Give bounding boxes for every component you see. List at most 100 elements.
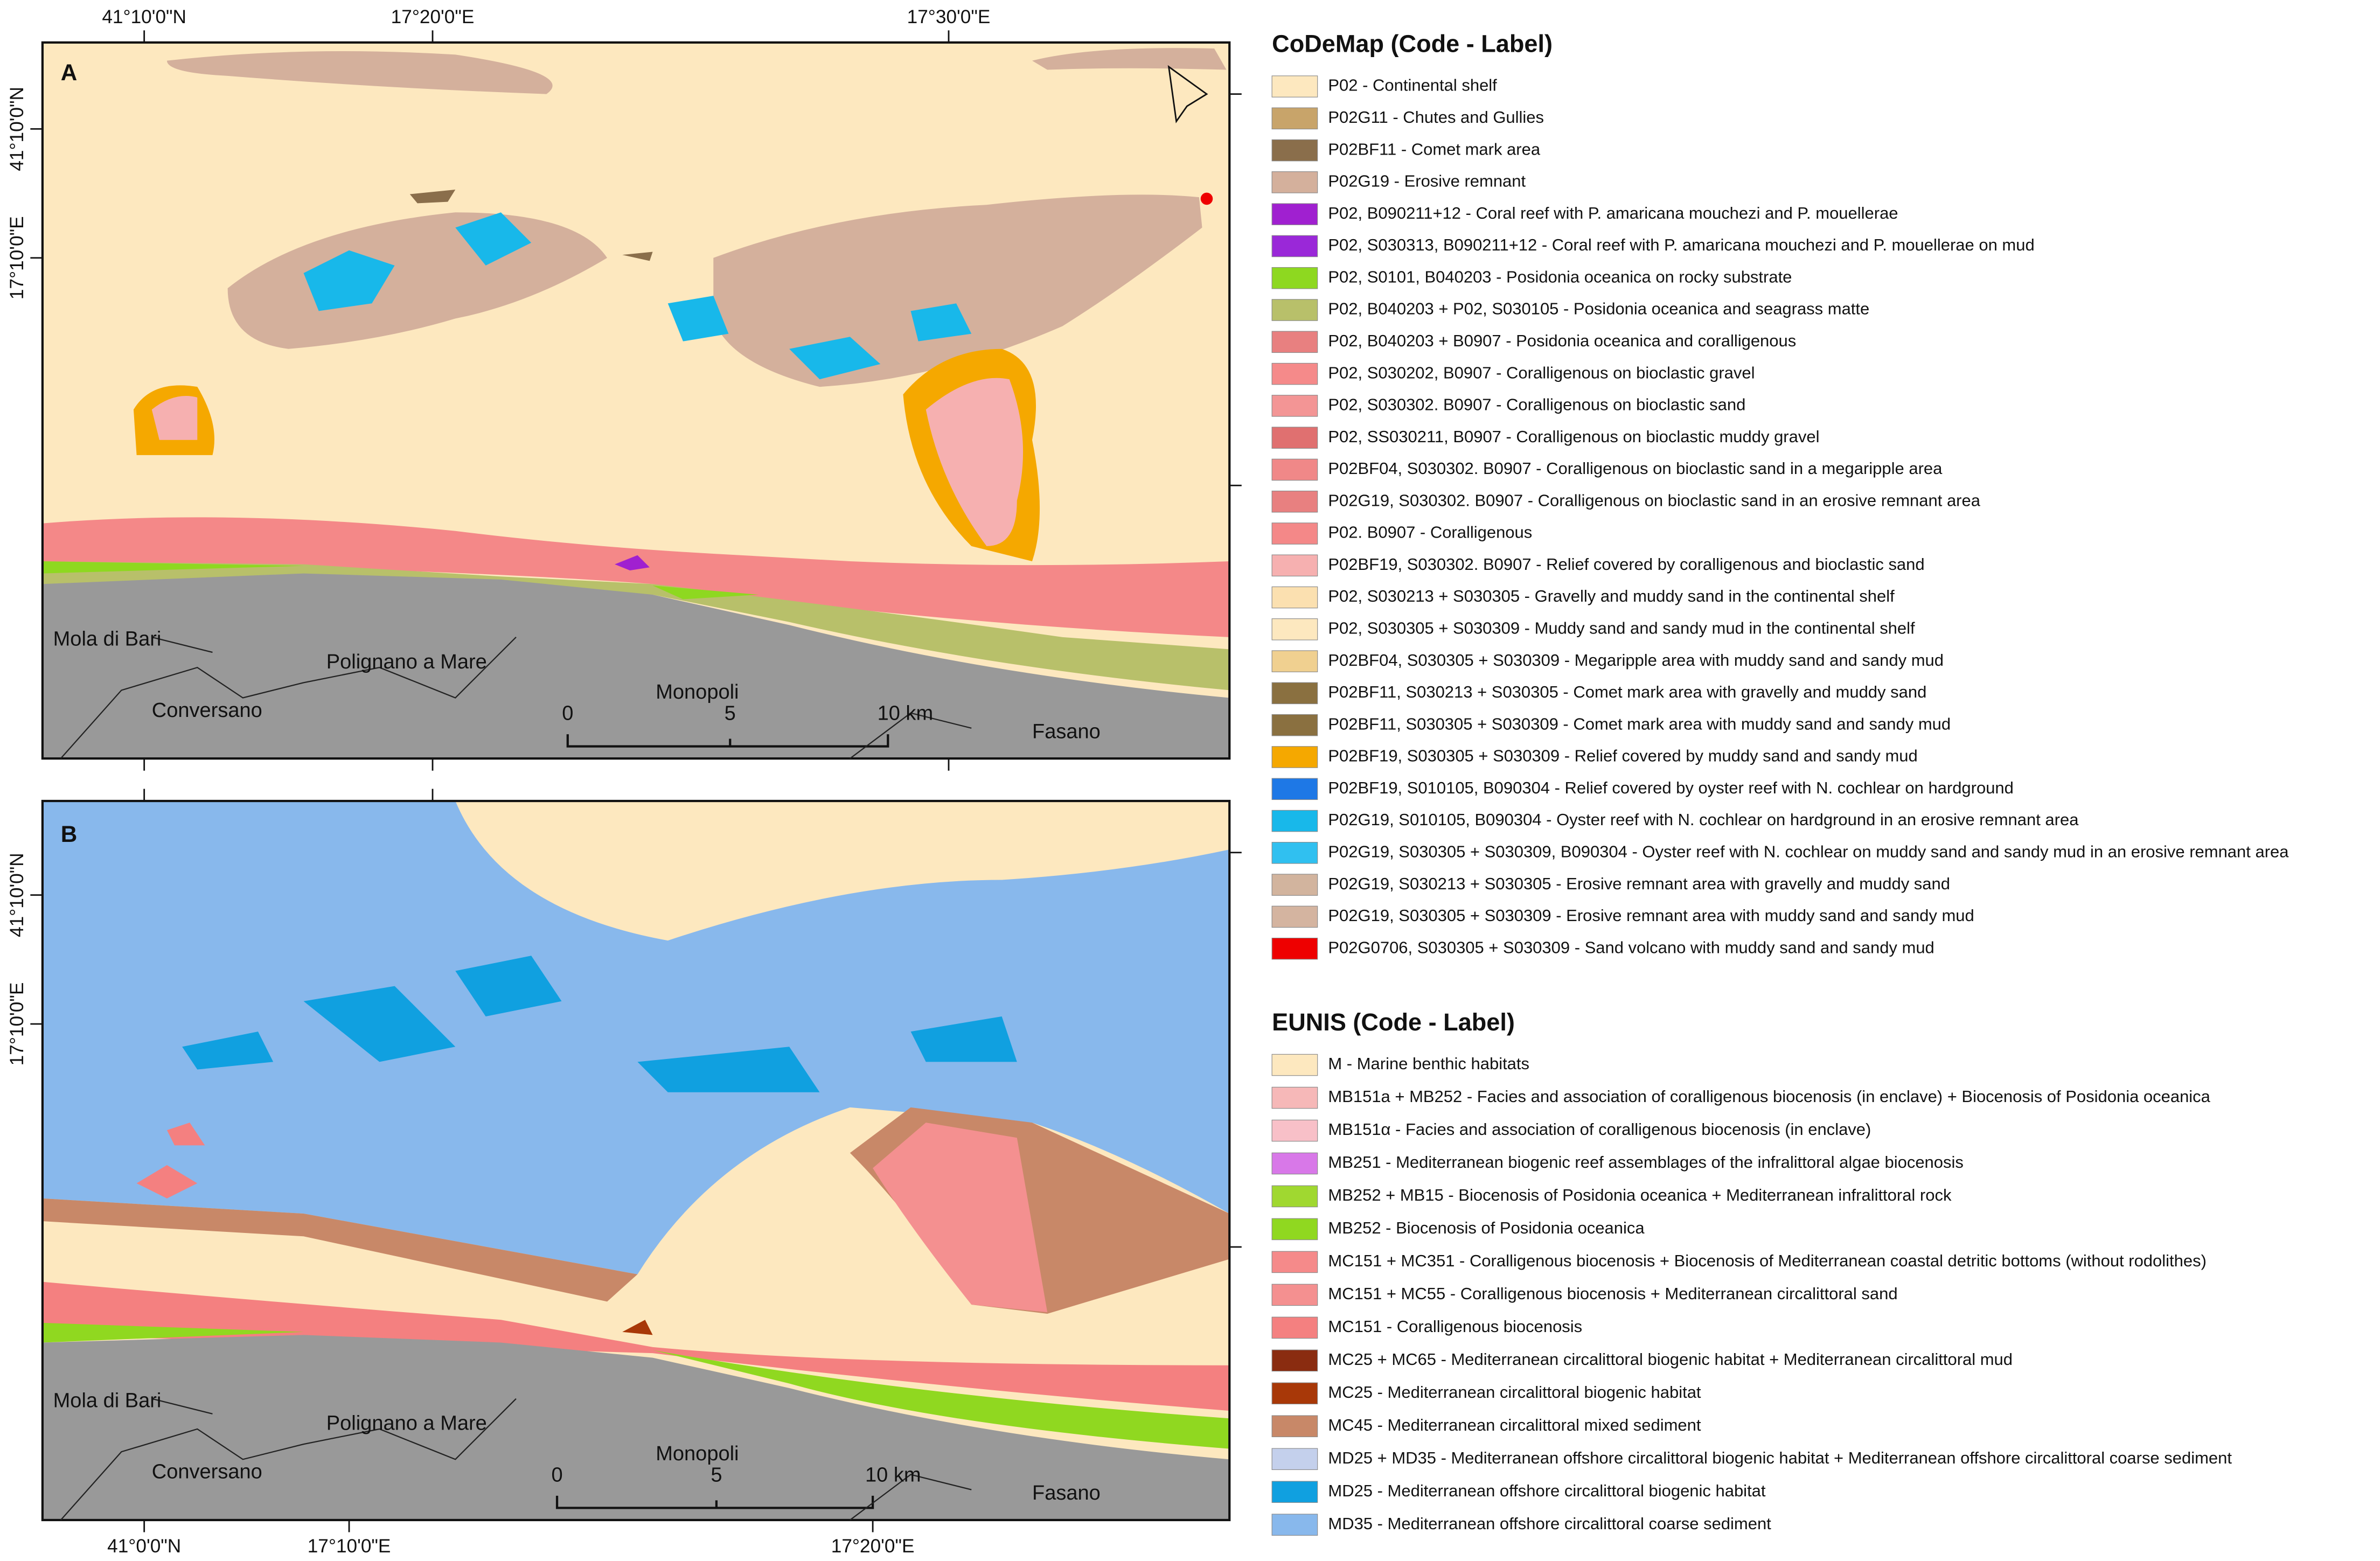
legend-label: MB252 - Biocenosis of Posidonia oceanica	[1328, 1218, 1645, 1237]
legend-label: MB151a + MB252 - Facies and association …	[1328, 1087, 2210, 1106]
legend-swatch	[1271, 107, 1318, 130]
legend-swatch	[1271, 746, 1318, 768]
legend-swatch	[1271, 1284, 1318, 1306]
legend-label: MB251 - Mediterranean biogenic reef asse…	[1328, 1153, 1963, 1172]
legend-label: P02, S030202, B0907 - Coralligenous on b…	[1328, 363, 1755, 382]
panel-label: B	[61, 821, 78, 847]
legend-swatch	[1271, 1514, 1318, 1536]
legend-label: MC45 - Mediterranean circalittoral mixed…	[1328, 1416, 1701, 1434]
legend-label: P02BF11, S030213 + S030305 - Comet mark …	[1328, 682, 1926, 701]
legend-label: P02, S030313, B090211+12 - Coral reef wi…	[1328, 235, 2034, 254]
panel-label: A	[61, 60, 78, 85]
legend-label: P02, S030305 + S030309 - Muddy sand and …	[1328, 619, 1915, 638]
scale-label: 10 km	[865, 1464, 921, 1486]
axis-label: 41°0'0"N	[107, 1536, 181, 1557]
legend-swatch	[1271, 331, 1318, 353]
legend-label: MC151 - Coralligenous biocenosis	[1328, 1317, 1582, 1336]
legend-label: MC25 + MC65 - Mediterranean circalittora…	[1328, 1350, 2013, 1369]
legend-label: MC25 - Mediterranean circalittoral bioge…	[1328, 1383, 1701, 1402]
legend-swatch	[1271, 267, 1318, 289]
legend-label: MB252 + MB15 - Biocenosis of Posidonia o…	[1328, 1186, 1952, 1204]
legend-label: P02G19, S030305 + S030309, B090304 - Oys…	[1328, 842, 2289, 861]
legend-title: EUNIS (Code - Label)	[1272, 1008, 1515, 1036]
legend-swatch	[1271, 1185, 1318, 1208]
legend-label: P02, B040203 + B0907 - Posidonia oceanic…	[1328, 331, 1796, 350]
legend-swatch	[1271, 171, 1318, 193]
legend-label: MC151 + MC55 - Coralligenous biocenosis …	[1328, 1284, 1897, 1303]
legend-label: P02BF19, S010105, B090304 - Relief cover…	[1328, 778, 2013, 797]
legend-swatch	[1271, 490, 1318, 513]
legend-swatch	[1271, 427, 1318, 449]
axis-label: 41°10'0"N	[6, 853, 27, 937]
legend-label: P02. B0907 - Coralligenous	[1328, 523, 1532, 542]
legend-swatch	[1271, 75, 1318, 97]
legend-swatch	[1271, 618, 1318, 640]
legend-swatch	[1271, 458, 1318, 481]
legend-swatch	[1271, 1218, 1318, 1241]
legend-label: P02, S030213 + S030305 - Gravelly and mu…	[1328, 587, 1895, 605]
legend-swatch	[1271, 1152, 1318, 1175]
legend-swatch	[1271, 905, 1318, 928]
legend-swatch	[1271, 937, 1318, 960]
legend-swatch	[1271, 395, 1318, 417]
scale-label: 0	[551, 1464, 562, 1486]
legend-label: P02BF19, S030305 + S030309 - Relief cove…	[1328, 747, 1917, 765]
legend-swatch	[1271, 554, 1318, 577]
legend-label: P02BF11, S030305 + S030309 - Comet mark …	[1328, 714, 1951, 733]
legend-label: P02, S030302. B0907 - Coralligenous on b…	[1328, 395, 1745, 414]
axis-label: 17°10'0"E	[6, 982, 27, 1066]
legend-label: P02BF04, S030305 + S030309 - Megaripple …	[1328, 651, 1944, 670]
legend-title: CoDeMap (Code - Label)	[1272, 30, 1553, 57]
legend-label: P02BF19, S030302. B0907 - Relief covered…	[1328, 555, 1924, 574]
legend-swatch	[1271, 363, 1318, 385]
map-panel-a	[41, 41, 1231, 760]
legend-label: P02G19, S030213 + S030305 - Erosive remn…	[1328, 874, 1950, 893]
legend-swatch	[1271, 842, 1318, 864]
place-name: Monopoli	[656, 1442, 739, 1465]
place-name: Polignano a Mare	[326, 1412, 487, 1435]
legend-swatch	[1271, 714, 1318, 736]
legend-swatch	[1271, 650, 1318, 672]
legend-label: MD25 - Mediterranean offshore circalitto…	[1328, 1481, 1765, 1500]
legend-swatch	[1271, 235, 1318, 257]
legend-label: P02G0706, S030305 + S030309 - Sand volca…	[1328, 938, 1934, 957]
legend-swatch	[1271, 1415, 1318, 1438]
legend-swatch	[1271, 1481, 1318, 1503]
axis-label: 17°20'0"E	[391, 6, 475, 27]
legend-label: P02G19, S030305 + S030309 - Erosive remn…	[1328, 906, 1974, 925]
scale-label: 5	[711, 1464, 722, 1486]
legend-swatch	[1271, 1251, 1318, 1273]
coast-borders	[60, 636, 972, 1521]
legend-swatch	[1271, 1382, 1318, 1405]
legend-label: MC151 + MC351 - Coralligenous biocenosis…	[1328, 1251, 2206, 1270]
axis-label: 17°10'0"E	[308, 1536, 391, 1557]
legend-label: P02G11 - Chutes and Gullies	[1328, 108, 1544, 127]
legend-swatch	[1271, 874, 1318, 896]
legend-swatch	[1271, 810, 1318, 832]
legend-label: P02BF11 - Comet mark area	[1328, 140, 1540, 158]
legend-label: P02G19 - Erosive remnant	[1328, 172, 1526, 191]
legend-swatch	[1271, 299, 1318, 321]
place-name: Conversano	[152, 699, 262, 722]
scale-label: 0	[562, 702, 573, 725]
legend-label: MB151α - Facies and association of coral…	[1328, 1120, 1871, 1139]
legend-swatch	[1271, 522, 1318, 545]
legend-swatch	[1271, 778, 1318, 800]
place-name: Conversano	[152, 1461, 262, 1483]
place-name: Monopoli	[656, 681, 739, 703]
legend-label: P02BF04, S030302. B0907 - Coralligenous …	[1328, 459, 1943, 478]
place-name: Polignano a Mare	[326, 651, 487, 673]
legend-label: P02, B040203 + P02, S030105 - Posidonia …	[1328, 299, 1869, 318]
legend-swatch	[1271, 1054, 1318, 1076]
legend-label: P02, B090211+12 - Coral reef with P. ama…	[1328, 204, 1898, 222]
legend-label: P02, S0101, B040203 - Posidonia oceanica…	[1328, 267, 1792, 286]
map-panel-b	[41, 799, 1231, 1522]
legend-swatch	[1271, 586, 1318, 609]
legend-label: P02G19, S010105, B090304 - Oyster reef w…	[1328, 810, 2079, 829]
ticks	[30, 30, 1242, 1532]
scale-label: 10 km	[878, 702, 934, 725]
place-name: Mola di Bari	[53, 1389, 162, 1412]
legend-swatch	[1271, 203, 1318, 225]
legend-label: M - Marine benthic habitats	[1328, 1054, 1529, 1073]
legend-label: MD25 + MD35 - Mediterranean offshore cir…	[1328, 1448, 2232, 1467]
